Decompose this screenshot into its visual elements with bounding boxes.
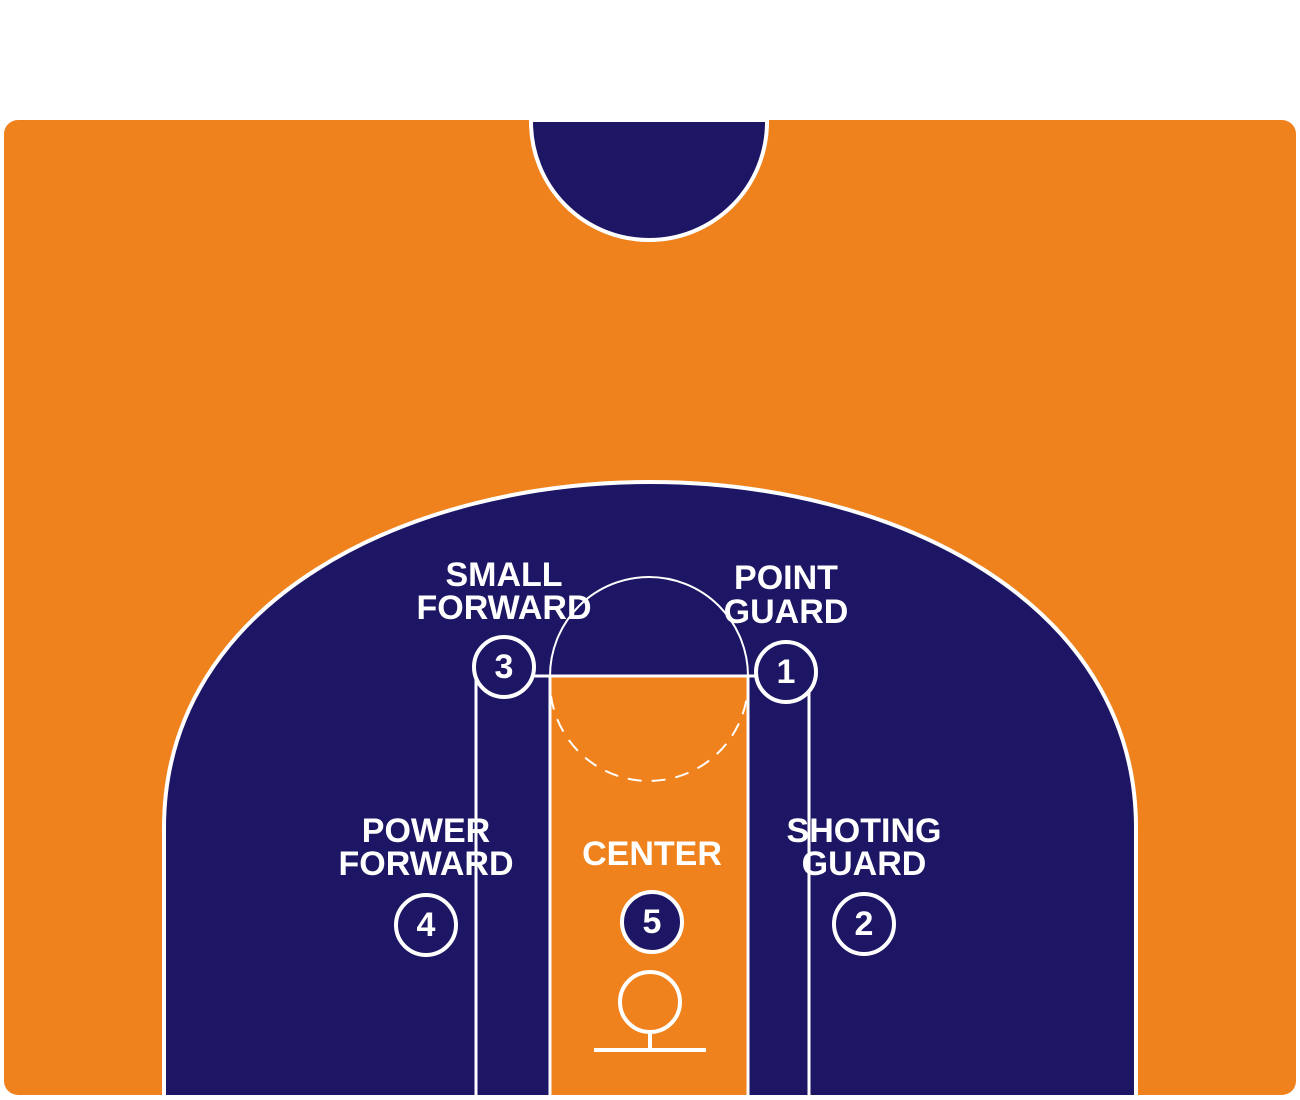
position-number: 3 [495, 648, 514, 686]
free-throw-circle-bottom-dashed [550, 695, 748, 782]
court-svg: POINT GUARD 1 SHOTING GUARD 2 SMALL FORW… [4, 120, 1296, 1095]
position-point-guard: POINT GUARD 1 [724, 559, 849, 704]
position-label-line2: FORWARD [416, 589, 591, 627]
free-throw-circle-top [548, 576, 750, 677]
position-small-forward: SMALL FORWARD 3 [416, 556, 592, 699]
position-marker [754, 640, 818, 704]
position-label-line1: POWER [362, 812, 490, 850]
position-label-line2: FORWARD [338, 845, 513, 883]
position-label-line1: POINT [734, 559, 838, 597]
center-circle [529, 120, 769, 242]
position-label-line1: SMALL [445, 556, 562, 594]
position-number: 5 [643, 903, 662, 941]
position-number: 1 [777, 653, 796, 691]
position-label-line2: GUARD [724, 593, 849, 631]
position-number: 2 [855, 905, 874, 943]
position-marker [472, 635, 536, 699]
position-marker [832, 892, 896, 956]
position-center: CENTER 5 [582, 835, 722, 954]
position-power-forward: POWER FORWARD 4 [338, 812, 514, 957]
position-label-line2: GUARD [802, 845, 927, 883]
position-label-line1: CENTER [582, 835, 722, 873]
paint-lane [548, 674, 750, 1095]
basketball-half-court: POINT GUARD 1 SHOTING GUARD 2 SMALL FORW… [4, 120, 1296, 1095]
position-marker [620, 890, 684, 954]
position-label-line1: SHOTING [787, 812, 942, 850]
position-marker [394, 893, 458, 957]
position-number: 4 [417, 906, 436, 944]
position-shooting-guard: SHOTING GUARD 2 [787, 812, 942, 956]
